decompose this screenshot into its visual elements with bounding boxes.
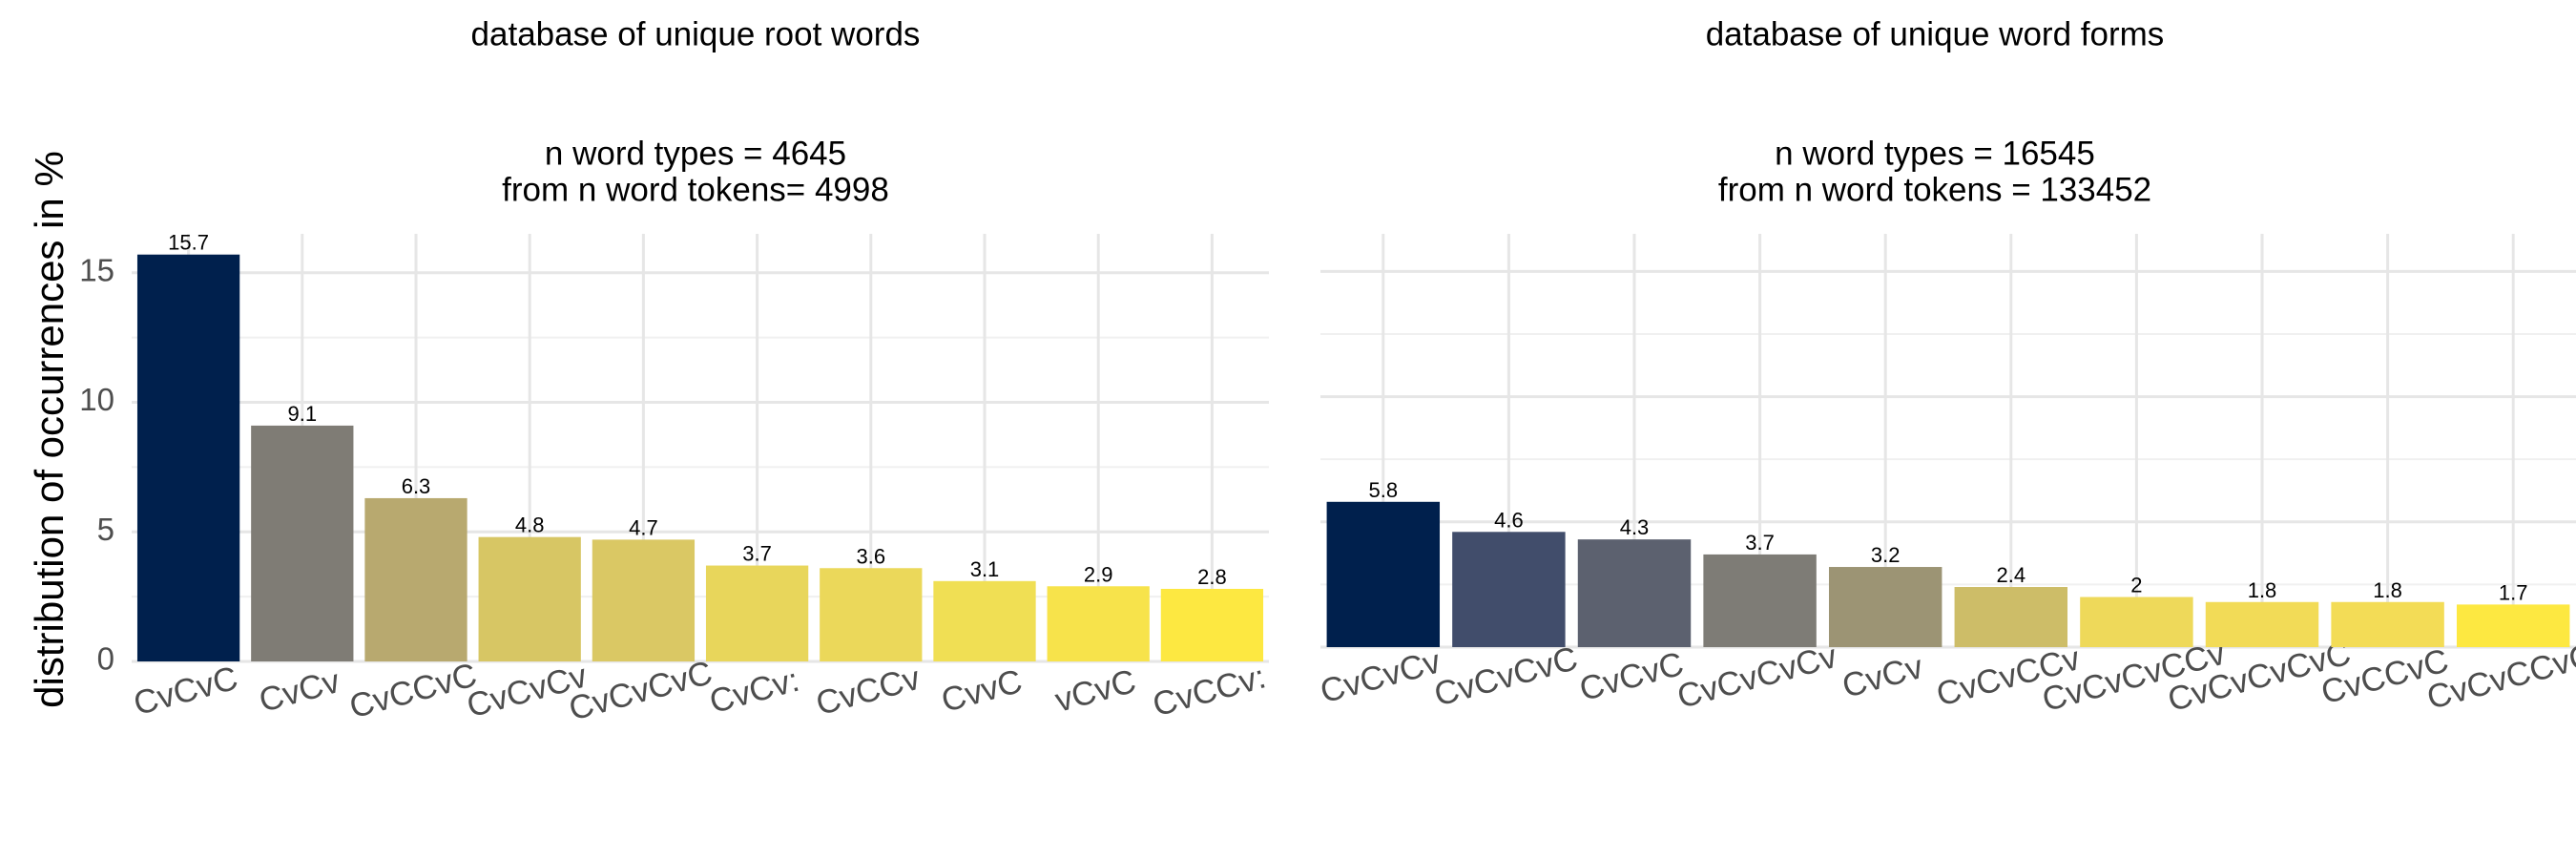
data-label: 6.3 [402, 474, 431, 498]
data-label: 1.7 [2499, 580, 2528, 604]
x-tick-label: CvCCvC [345, 656, 481, 725]
chart-panel-2: 5.8 CvCvCv 4.6 CvCvCvC 4.3 CvCvC 3.7 CvCvCvCv 3.… [1317, 15, 2576, 719]
data-label: 2.8 [1197, 565, 1227, 589]
panel-subtitle-line-1: n word types = 16545 [1775, 135, 2095, 172]
data-label: 9.1 [288, 402, 318, 426]
y-axis-title: distribution of occurrences in % [27, 151, 72, 708]
bar-cvcvcvcv [1703, 554, 1817, 647]
data-label: 2.4 [1997, 563, 2026, 587]
data-label: 15.7 [168, 231, 209, 255]
data-label: 4.8 [515, 513, 545, 537]
x-tick-label: vCvC [1051, 662, 1140, 720]
data-label: 3.2 [1871, 543, 1901, 567]
bar-cvcv [705, 565, 809, 661]
data-label: 3.1 [970, 557, 1000, 581]
data-label: 2 [2130, 574, 2142, 597]
data-label: 2.9 [1084, 562, 1113, 586]
x-tick-label: CvCv: [706, 661, 803, 721]
bar-cvvc [933, 580, 1036, 661]
x-tick-label: CvCvCvC [565, 654, 716, 727]
x-tick-label: CvCvCvCv [1673, 638, 1841, 716]
data-label: 4.7 [629, 515, 658, 539]
x-tick-label: CvCvC [130, 660, 241, 723]
panel-title: database of unique word forms [1706, 15, 2165, 52]
chart-panel-1: 0 5 10 15 15.7 CvCvC 9.1 CvCv 6.3 CvCCvC 4.8 CvCvCv… [79, 15, 1269, 727]
data-label: 4.3 [1620, 515, 1650, 539]
bar-cvcvc [1577, 539, 1692, 647]
y-tick-label: 10 [79, 382, 114, 417]
bar-cvccvc [2331, 601, 2444, 647]
data-label: 3.7 [1745, 531, 1775, 555]
y-tick-label: 15 [79, 252, 114, 287]
data-label: 1.8 [2248, 578, 2277, 602]
x-tick-label: CvCv [255, 662, 343, 720]
bar-cvcv [251, 425, 354, 661]
bar-cvcvcvc [592, 539, 696, 661]
bar-vcvc [1047, 586, 1150, 661]
x-tick-label: CvCvC [1575, 645, 1687, 708]
data-label: 5.8 [1369, 478, 1399, 502]
bar-cvcvcv [478, 536, 581, 661]
x-tick-label: CvCCv [812, 660, 924, 723]
bar-cvcvcvc [1452, 532, 1566, 647]
data-label: 3.7 [742, 542, 772, 566]
data-label: 3.6 [857, 544, 886, 568]
y-tick-label: 5 [97, 512, 114, 547]
bar-cvcvccvc [2456, 604, 2570, 647]
bar-cvccvc [364, 497, 467, 661]
bar-cvccv [820, 568, 923, 661]
x-tick-label: CvCvCvC [1430, 639, 1581, 713]
bar-cvccv [1160, 588, 1264, 661]
x-tick-label: CvCvCv [1317, 642, 1445, 710]
panel-subtitle-line-1: n word types = 4645 [545, 135, 846, 172]
x-tick-label: CvvC [938, 662, 1027, 720]
panel-title: database of unique root words [471, 15, 921, 52]
bar-cvcvcv [1326, 501, 1441, 647]
data-label: 1.8 [2373, 578, 2402, 602]
bar-cvcvccv [1954, 587, 2068, 647]
x-tick-label: CvCCv: [1149, 658, 1270, 723]
x-tick-label: CvCvCCvC [2423, 637, 2576, 717]
x-tick-label: CvCv [1839, 648, 1927, 705]
y-tick-label: 0 [97, 641, 114, 677]
panel-subtitle-line-2: from n word tokens = 133452 [1718, 171, 2151, 208]
bar-cvcvc [136, 254, 240, 661]
panel-subtitle-line-2: from n word tokens= 4998 [502, 171, 889, 208]
bar-cvcvcvcvc [2205, 601, 2319, 647]
bar-cvcvcvccv [2080, 597, 2193, 647]
bar-cvcv [1828, 567, 1942, 647]
data-label: 4.6 [1494, 508, 1524, 532]
